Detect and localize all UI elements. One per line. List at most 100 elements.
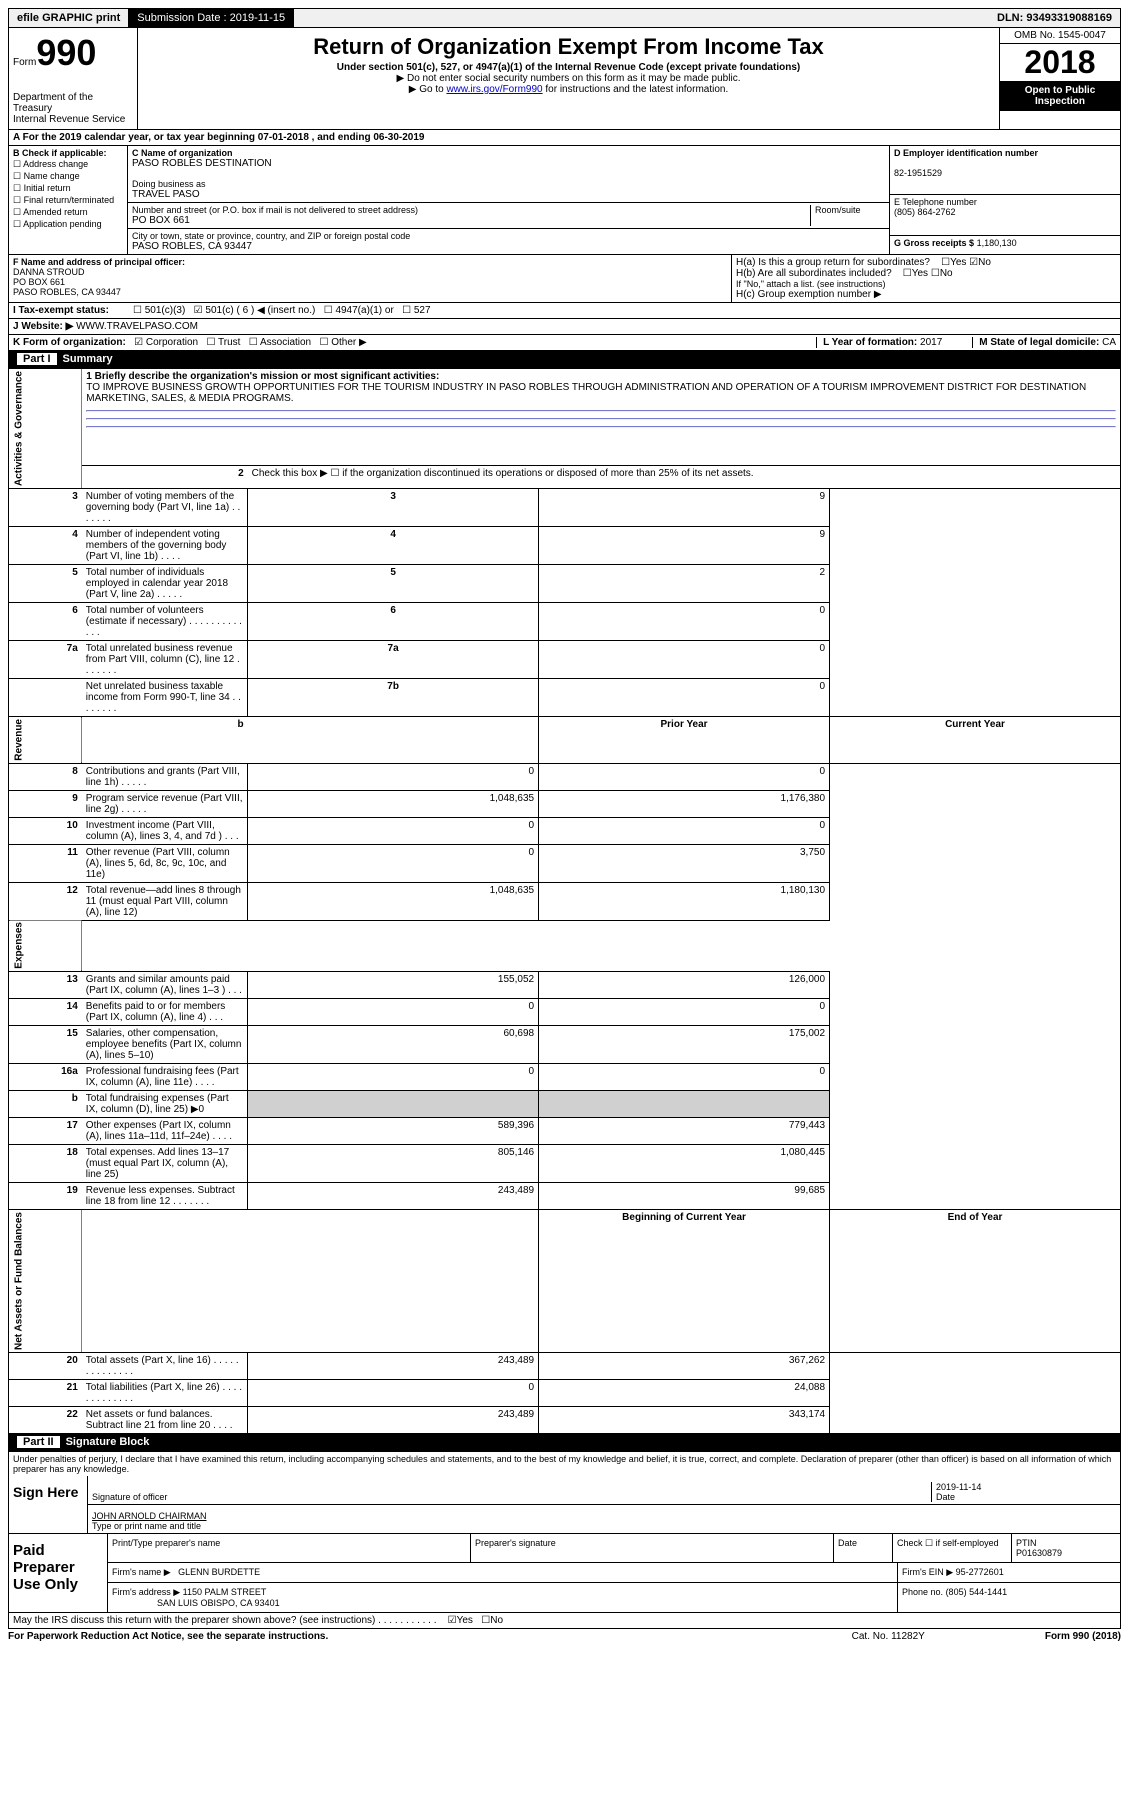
gross-cell: G Gross receipts $ 1,180,130: [890, 236, 1120, 250]
line-amount: 9: [539, 527, 830, 565]
line-no: 16a: [9, 1064, 82, 1091]
side-netassets: Net Assets or Fund Balances: [9, 1210, 82, 1353]
tel-cell: E Telephone number(805) 864-2762: [890, 195, 1120, 236]
line-no: 4: [9, 527, 82, 565]
line-desc: Total unrelated business revenue from Pa…: [82, 641, 248, 679]
line-desc: Benefits paid to or for members (Part IX…: [82, 999, 248, 1026]
line-amount-curr: 3,750: [539, 844, 830, 882]
cb-amended-return: ☐ Amended return: [13, 207, 123, 218]
line-no: 8: [9, 763, 82, 790]
row-f-h: F Name and address of principal officer:…: [8, 255, 1121, 303]
line-amount-prior: 155,052: [248, 972, 539, 999]
line-desc: Investment income (Part VIII, column (A)…: [82, 817, 248, 844]
line-desc: Other revenue (Part VIII, column (A), li…: [82, 844, 248, 882]
line-no: 15: [9, 1026, 82, 1064]
line-desc: Total number of individuals employed in …: [82, 565, 248, 603]
line-amount-curr: 1,080,445: [539, 1145, 830, 1183]
irs-link[interactable]: www.irs.gov/Form990: [446, 84, 542, 95]
line-amount-prior: 243,489: [248, 1183, 539, 1210]
line-no: 21: [9, 1380, 82, 1407]
line-no: 3: [9, 489, 82, 527]
line-no: b: [9, 1091, 82, 1118]
side-expenses: Expenses: [9, 920, 82, 972]
cat-no: Cat. No. 11282Y: [852, 1631, 925, 1642]
line-no: 22: [9, 1407, 82, 1434]
form-note2: ▶ Go to www.irs.gov/Form990 for instruct…: [142, 84, 995, 95]
treasury-dept: Department of the TreasuryInternal Reven…: [13, 92, 133, 125]
line-desc: Revenue less expenses. Subtract line 18 …: [82, 1183, 248, 1210]
line-box: 4: [248, 527, 539, 565]
side-revenue: Revenue: [9, 717, 82, 764]
line-amount: 9: [539, 489, 830, 527]
line-desc: Total assets (Part X, line 16) . . . . .…: [82, 1353, 248, 1380]
form-ref: Form 990 (2018): [1045, 1631, 1121, 1642]
line-amount-curr: 779,443: [539, 1118, 830, 1145]
line-no: [9, 679, 82, 717]
line-amount-curr: 0: [539, 999, 830, 1026]
line-amount-curr: 343,174: [539, 1407, 830, 1434]
form-number: Form990: [13, 32, 133, 74]
row-i: I Tax-exempt status: ☐ 501(c)(3) ☑ 501(c…: [8, 303, 1121, 319]
public-inspection: Open to PublicInspection: [1000, 81, 1120, 111]
line-amount-curr: [539, 1091, 830, 1118]
prep-ptin: PTINP01630879: [1012, 1534, 1120, 1562]
line-no: 7a: [9, 641, 82, 679]
line-no: 19: [9, 1183, 82, 1210]
line-amount-prior: 0: [248, 999, 539, 1026]
line-desc: Grants and similar amounts paid (Part IX…: [82, 972, 248, 999]
line-no: 20: [9, 1353, 82, 1380]
line-no: 5: [9, 565, 82, 603]
line-box: 3: [248, 489, 539, 527]
line-no: 9: [9, 790, 82, 817]
line-amount-prior: [248, 1091, 539, 1118]
line-amount-prior: 60,698: [248, 1026, 539, 1064]
line-no: 6: [9, 603, 82, 641]
line-amount-curr: 175,002: [539, 1026, 830, 1064]
section-c: C Name of organizationPASO ROBLES DESTIN…: [128, 146, 890, 254]
line-desc: Number of voting members of the governin…: [82, 489, 248, 527]
line-amount-prior: 0: [248, 1064, 539, 1091]
mission-text: TO IMPROVE BUSINESS GROWTH OPPORTUNITIES…: [86, 382, 1086, 404]
line-desc: Total fundraising expenses (Part IX, col…: [82, 1091, 248, 1118]
line-amount-prior: 589,396: [248, 1118, 539, 1145]
line-no: 18: [9, 1145, 82, 1183]
omb-number: OMB No. 1545-0047: [1000, 28, 1120, 44]
form-title: Return of Organization Exempt From Incom…: [142, 34, 995, 60]
header-left: Form990 Department of the TreasuryIntern…: [9, 28, 138, 129]
section-d: D Employer identification number82-19515…: [890, 146, 1120, 254]
city-cell: City or town, state or province, country…: [128, 229, 889, 254]
eoy-hdr: End of Year: [830, 1210, 1121, 1353]
line-desc: Salaries, other compensation, employee b…: [82, 1026, 248, 1064]
line-no: 11: [9, 844, 82, 882]
line-amount-prior: 1,048,635: [248, 790, 539, 817]
side-governance: Activities & Governance: [9, 369, 82, 489]
line-amount-curr: 367,262: [539, 1353, 830, 1380]
address-cell: Number and street (or P.O. box if mail i…: [128, 203, 889, 229]
line-desc: Net unrelated business taxable income fr…: [82, 679, 248, 717]
row-j: J Website: ▶ WWW.TRAVELPASO.COM: [8, 319, 1121, 335]
line-box: 5: [248, 565, 539, 603]
line-no: 14: [9, 999, 82, 1026]
irs-discuss: May the IRS discuss this return with the…: [9, 1612, 1120, 1628]
header-center: Return of Organization Exempt From Incom…: [138, 28, 1000, 129]
line-amount-curr: 1,176,380: [539, 790, 830, 817]
paid-preparer-label: Paid Preparer Use Only: [9, 1534, 108, 1612]
line-amount-prior: 243,489: [248, 1407, 539, 1434]
line-desc: Total revenue—add lines 8 through 11 (mu…: [82, 882, 248, 920]
row-k: K Form of organization: ☑ Corporation ☐ …: [8, 335, 1121, 351]
line-no: 10: [9, 817, 82, 844]
line-desc: Total liabilities (Part X, line 26) . . …: [82, 1380, 248, 1407]
efile-label: efile GRAPHIC print: [9, 9, 129, 27]
line-box: 6: [248, 603, 539, 641]
sign-here-label: Sign Here: [9, 1476, 88, 1533]
tax-year-period: A For the 2019 calendar year, or tax yea…: [8, 130, 1121, 146]
signature-section: Under penalties of perjury, I declare th…: [8, 1451, 1121, 1629]
line-desc: Check this box ▶ ☐ if the organization d…: [248, 466, 1121, 489]
line-amount-curr: 0: [539, 1064, 830, 1091]
section-f: F Name and address of principal officer:…: [9, 255, 732, 302]
line-amount-curr: 126,000: [539, 972, 830, 999]
entity-info: B Check if applicable: ☐ Address change …: [8, 146, 1121, 255]
line-desc: Other expenses (Part IX, column (A), lin…: [82, 1118, 248, 1145]
sig-name-title: JOHN ARNOLD CHAIRMANType or print name a…: [92, 1511, 1116, 1531]
section-b: B Check if applicable: ☐ Address change …: [9, 146, 128, 254]
